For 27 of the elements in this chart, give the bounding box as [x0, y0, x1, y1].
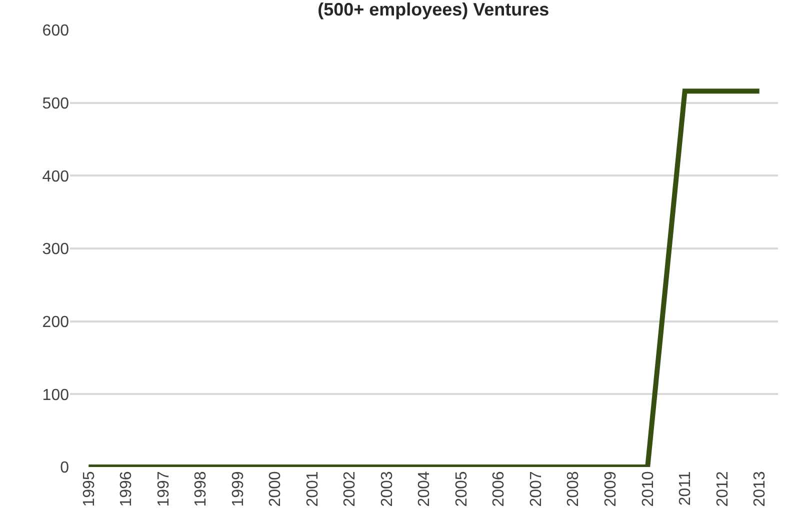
x-tick-label: 2000: [267, 471, 284, 507]
x-tick-label: 2003: [378, 471, 396, 507]
x-tick-label: 1999: [230, 471, 247, 507]
y-tick-label: 500: [42, 95, 70, 112]
x-tick-label: 2013: [752, 471, 769, 507]
y-tick-label: 600: [42, 22, 70, 40]
x-tick-label: 2005: [453, 471, 470, 507]
x-tick-label: 2012: [714, 471, 732, 507]
x-tick-label: 2001: [304, 471, 322, 507]
y-tick-label: 0: [60, 460, 70, 477]
x-tick-label: 1998: [192, 471, 210, 507]
chart-title: (500+ employees) Ventures: [318, 0, 550, 20]
x-tick-label: 1996: [118, 471, 136, 507]
x-tick-label: 2008: [565, 471, 582, 507]
x-tick-label: 2004: [416, 471, 434, 507]
x-tick-label: 2009: [602, 471, 620, 507]
y-tick-label: 400: [42, 168, 70, 186]
y-tick-label: 200: [42, 314, 70, 331]
x-tick-label: 2007: [528, 471, 545, 507]
x-tick-label: 2006: [490, 471, 508, 507]
x-tick-label: 1997: [155, 471, 172, 507]
x-tick-label: 2011: [677, 471, 694, 506]
y-tick-label: 300: [42, 241, 70, 258]
x-tick-label: 2002: [342, 471, 359, 507]
y-tick-label: 100: [42, 386, 70, 404]
x-tick-label: 2010: [640, 471, 657, 507]
x-tick-label: 1995: [80, 471, 98, 507]
